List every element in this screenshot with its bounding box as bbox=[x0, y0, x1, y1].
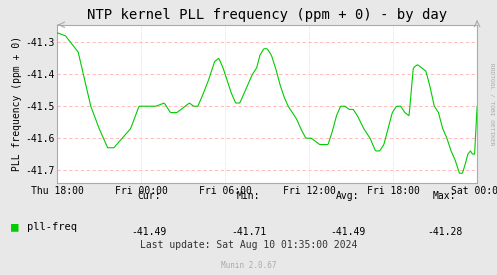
Text: Last update: Sat Aug 10 01:35:00 2024: Last update: Sat Aug 10 01:35:00 2024 bbox=[140, 240, 357, 249]
Text: -41.49: -41.49 bbox=[132, 227, 166, 237]
Text: pll-freq: pll-freq bbox=[27, 222, 78, 232]
Text: ■: ■ bbox=[11, 220, 18, 233]
Title: NTP kernel PLL frequency (ppm + 0) - by day: NTP kernel PLL frequency (ppm + 0) - by … bbox=[87, 8, 447, 22]
Text: -41.71: -41.71 bbox=[231, 227, 266, 237]
Text: Min:: Min: bbox=[237, 191, 260, 201]
Text: Max:: Max: bbox=[433, 191, 457, 201]
Text: -41.49: -41.49 bbox=[331, 227, 365, 237]
Text: RRDTOOL / TOBI OETIKER: RRDTOOL / TOBI OETIKER bbox=[490, 63, 495, 146]
Text: Cur:: Cur: bbox=[137, 191, 161, 201]
Text: -41.28: -41.28 bbox=[427, 227, 462, 237]
Y-axis label: PLL frequency (ppm + 0): PLL frequency (ppm + 0) bbox=[12, 36, 22, 171]
Text: Avg:: Avg: bbox=[336, 191, 360, 201]
Text: Munin 2.0.67: Munin 2.0.67 bbox=[221, 261, 276, 270]
